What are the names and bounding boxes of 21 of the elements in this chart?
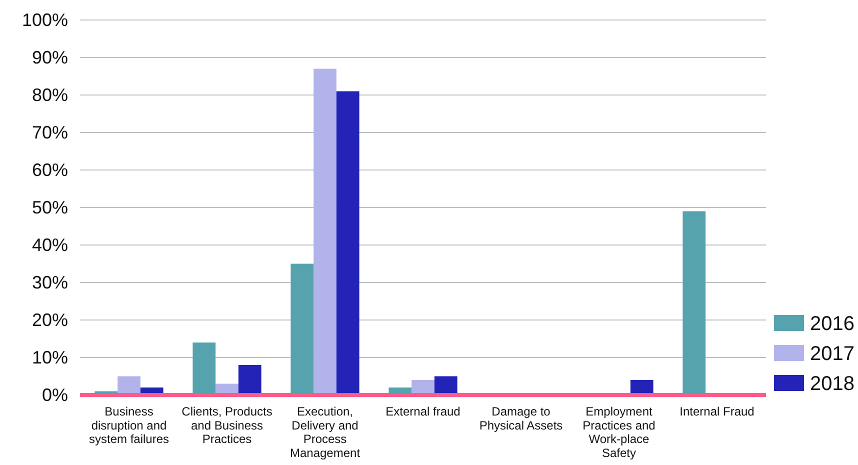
y-tick-label: 20% (32, 310, 68, 330)
y-tick-label: 90% (32, 47, 68, 68)
y-tick-label: 10% (32, 347, 68, 368)
x-tick-label: External fraud (386, 404, 460, 419)
y-tick-label: 50% (32, 197, 68, 218)
x-tick-label: Damage to Physical Assets (479, 404, 563, 432)
x-tick-label: Internal Fraud (680, 404, 754, 419)
y-tick-label: 70% (32, 122, 68, 142)
legend-label: 2016 (810, 313, 854, 335)
legend-label: 2018 (810, 373, 854, 395)
y-tick-label: 40% (32, 234, 68, 255)
y-tick-label: 100% (22, 10, 68, 30)
x-tick-label: Business disruption and system failures (88, 404, 170, 446)
legend-label: 2017 (810, 343, 854, 365)
y-tick-label: 60% (32, 160, 68, 180)
x-tick-label: Execution, Delivery and Process Management (290, 404, 361, 460)
y-tick-label: 0% (42, 384, 68, 405)
x-tick-label: Clients, Products and Business Practices (182, 404, 272, 446)
y-tick-label: 30% (32, 272, 68, 292)
y-tick-label: 80% (32, 84, 68, 105)
x-tick-label: Employment Practices and Work-place Safety (582, 404, 656, 460)
